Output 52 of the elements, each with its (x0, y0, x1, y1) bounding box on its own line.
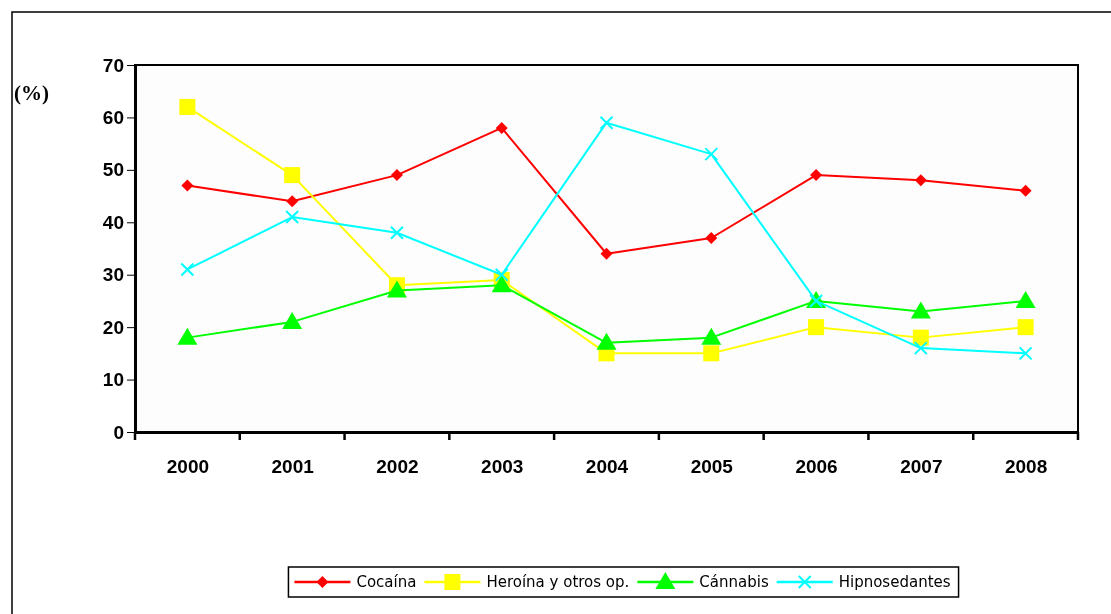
point (179, 98, 196, 115)
y-tick-label: 60 (102, 107, 124, 129)
legend-label: Cocaína (356, 573, 417, 591)
legend-label: Heroína y otros op. (486, 573, 630, 591)
point (390, 169, 403, 182)
point (284, 167, 301, 184)
point (599, 115, 614, 130)
point (701, 327, 722, 345)
y-axis-title: (%) (14, 81, 49, 105)
point (1017, 319, 1034, 336)
x-tick-label: 2005 (690, 456, 734, 478)
point (286, 195, 299, 208)
legend-label: Hipnosedantes (838, 573, 951, 591)
point (177, 327, 198, 345)
x-tick-label: 2001 (271, 456, 315, 478)
y-tick-label: 70 (102, 54, 124, 76)
point (600, 247, 613, 260)
x-tick-label: 2008 (1004, 456, 1048, 478)
y-tick-label: 20 (102, 316, 124, 338)
x-tick-label: 2007 (900, 456, 943, 478)
point (282, 311, 303, 329)
point (703, 345, 720, 362)
y-tick-label: 30 (102, 264, 124, 286)
point (913, 341, 928, 356)
legend-label: Cánnabis (699, 573, 769, 591)
point (386, 280, 407, 298)
point (1018, 346, 1033, 361)
point (494, 267, 509, 282)
point (181, 179, 194, 192)
x-tick-label: 2002 (376, 456, 419, 478)
y-tick-label: 50 (102, 159, 124, 181)
x-tick-label: 2006 (795, 456, 838, 478)
point (705, 232, 718, 245)
point (389, 225, 404, 240)
point (910, 301, 931, 319)
point (180, 262, 195, 277)
point (704, 147, 719, 162)
point (808, 319, 825, 336)
x-tick-label: 2004 (585, 456, 629, 478)
point (495, 121, 508, 134)
point (810, 169, 823, 182)
point (285, 210, 300, 225)
y-tick-label: 0 (113, 421, 124, 443)
point (914, 174, 927, 187)
y-tick-label: 10 (102, 369, 124, 391)
point (1015, 290, 1036, 308)
x-tick-label: 2003 (481, 456, 524, 478)
x-tick-label: 2000 (166, 456, 210, 478)
point (491, 275, 512, 293)
point (1019, 184, 1032, 197)
y-tick-label: 40 (102, 211, 124, 233)
point (596, 332, 617, 350)
